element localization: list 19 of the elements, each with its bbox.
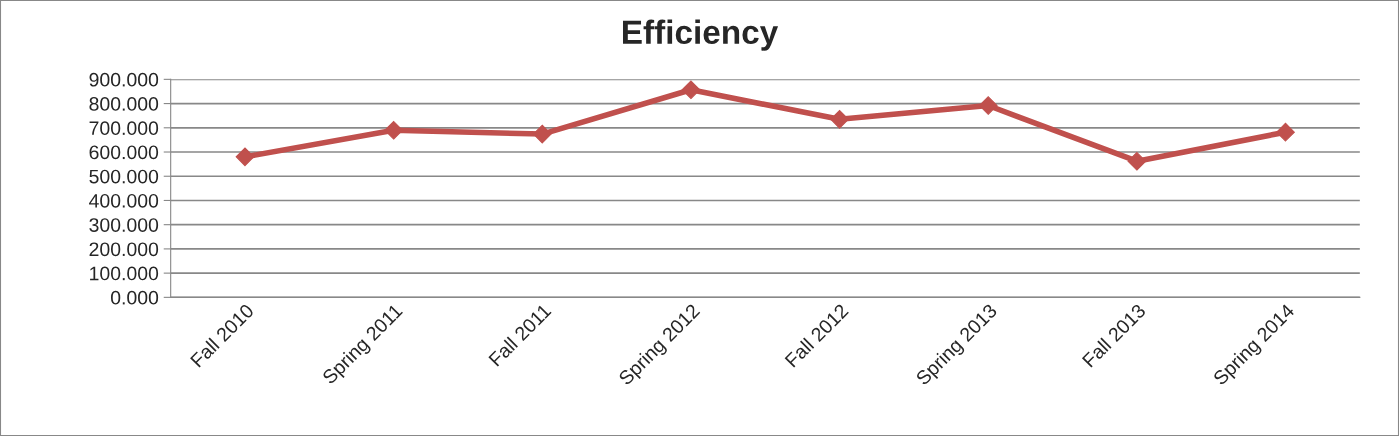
y-tick-label: 200.000 [89, 242, 159, 257]
chart-title: Efficiency [623, 19, 779, 51]
y-tick-label: 700.000 [89, 121, 159, 136]
y-tick-label: 500.000 [89, 169, 159, 184]
point [235, 147, 255, 167]
point [1127, 151, 1147, 171]
y-tick-label: 600.000 [89, 145, 159, 160]
point [681, 80, 701, 100]
point [1276, 122, 1295, 142]
y-tick-label: 300.000 [89, 218, 159, 232]
point [830, 109, 849, 129]
point [384, 120, 403, 140]
point [532, 124, 552, 144]
y-tick-label: 100.000 [90, 266, 159, 281]
y-tick-label: 400.000 [89, 193, 159, 208]
y-tick-label: 0.000 [110, 290, 159, 305]
y-tick-label: 900.000 [89, 72, 159, 87]
point [978, 96, 998, 115]
y-tick-label: 800.000 [89, 97, 159, 111]
